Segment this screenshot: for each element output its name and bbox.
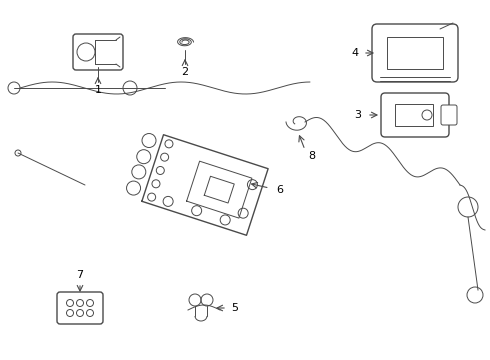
FancyBboxPatch shape — [57, 292, 103, 324]
Text: 1: 1 — [95, 85, 101, 95]
FancyBboxPatch shape — [381, 93, 449, 137]
Bar — [387, 37, 443, 69]
FancyBboxPatch shape — [372, 24, 458, 82]
Text: 6: 6 — [276, 185, 283, 195]
FancyBboxPatch shape — [73, 34, 123, 70]
Circle shape — [8, 82, 20, 94]
Text: 7: 7 — [76, 270, 84, 280]
Text: 3: 3 — [354, 110, 362, 120]
FancyBboxPatch shape — [441, 105, 457, 125]
Text: 4: 4 — [351, 48, 359, 58]
Circle shape — [77, 43, 95, 61]
Circle shape — [422, 110, 432, 120]
Text: 8: 8 — [308, 151, 316, 161]
Text: 5: 5 — [231, 303, 239, 313]
Text: 2: 2 — [181, 67, 189, 77]
Circle shape — [123, 81, 137, 95]
Bar — [395, 104, 433, 126]
